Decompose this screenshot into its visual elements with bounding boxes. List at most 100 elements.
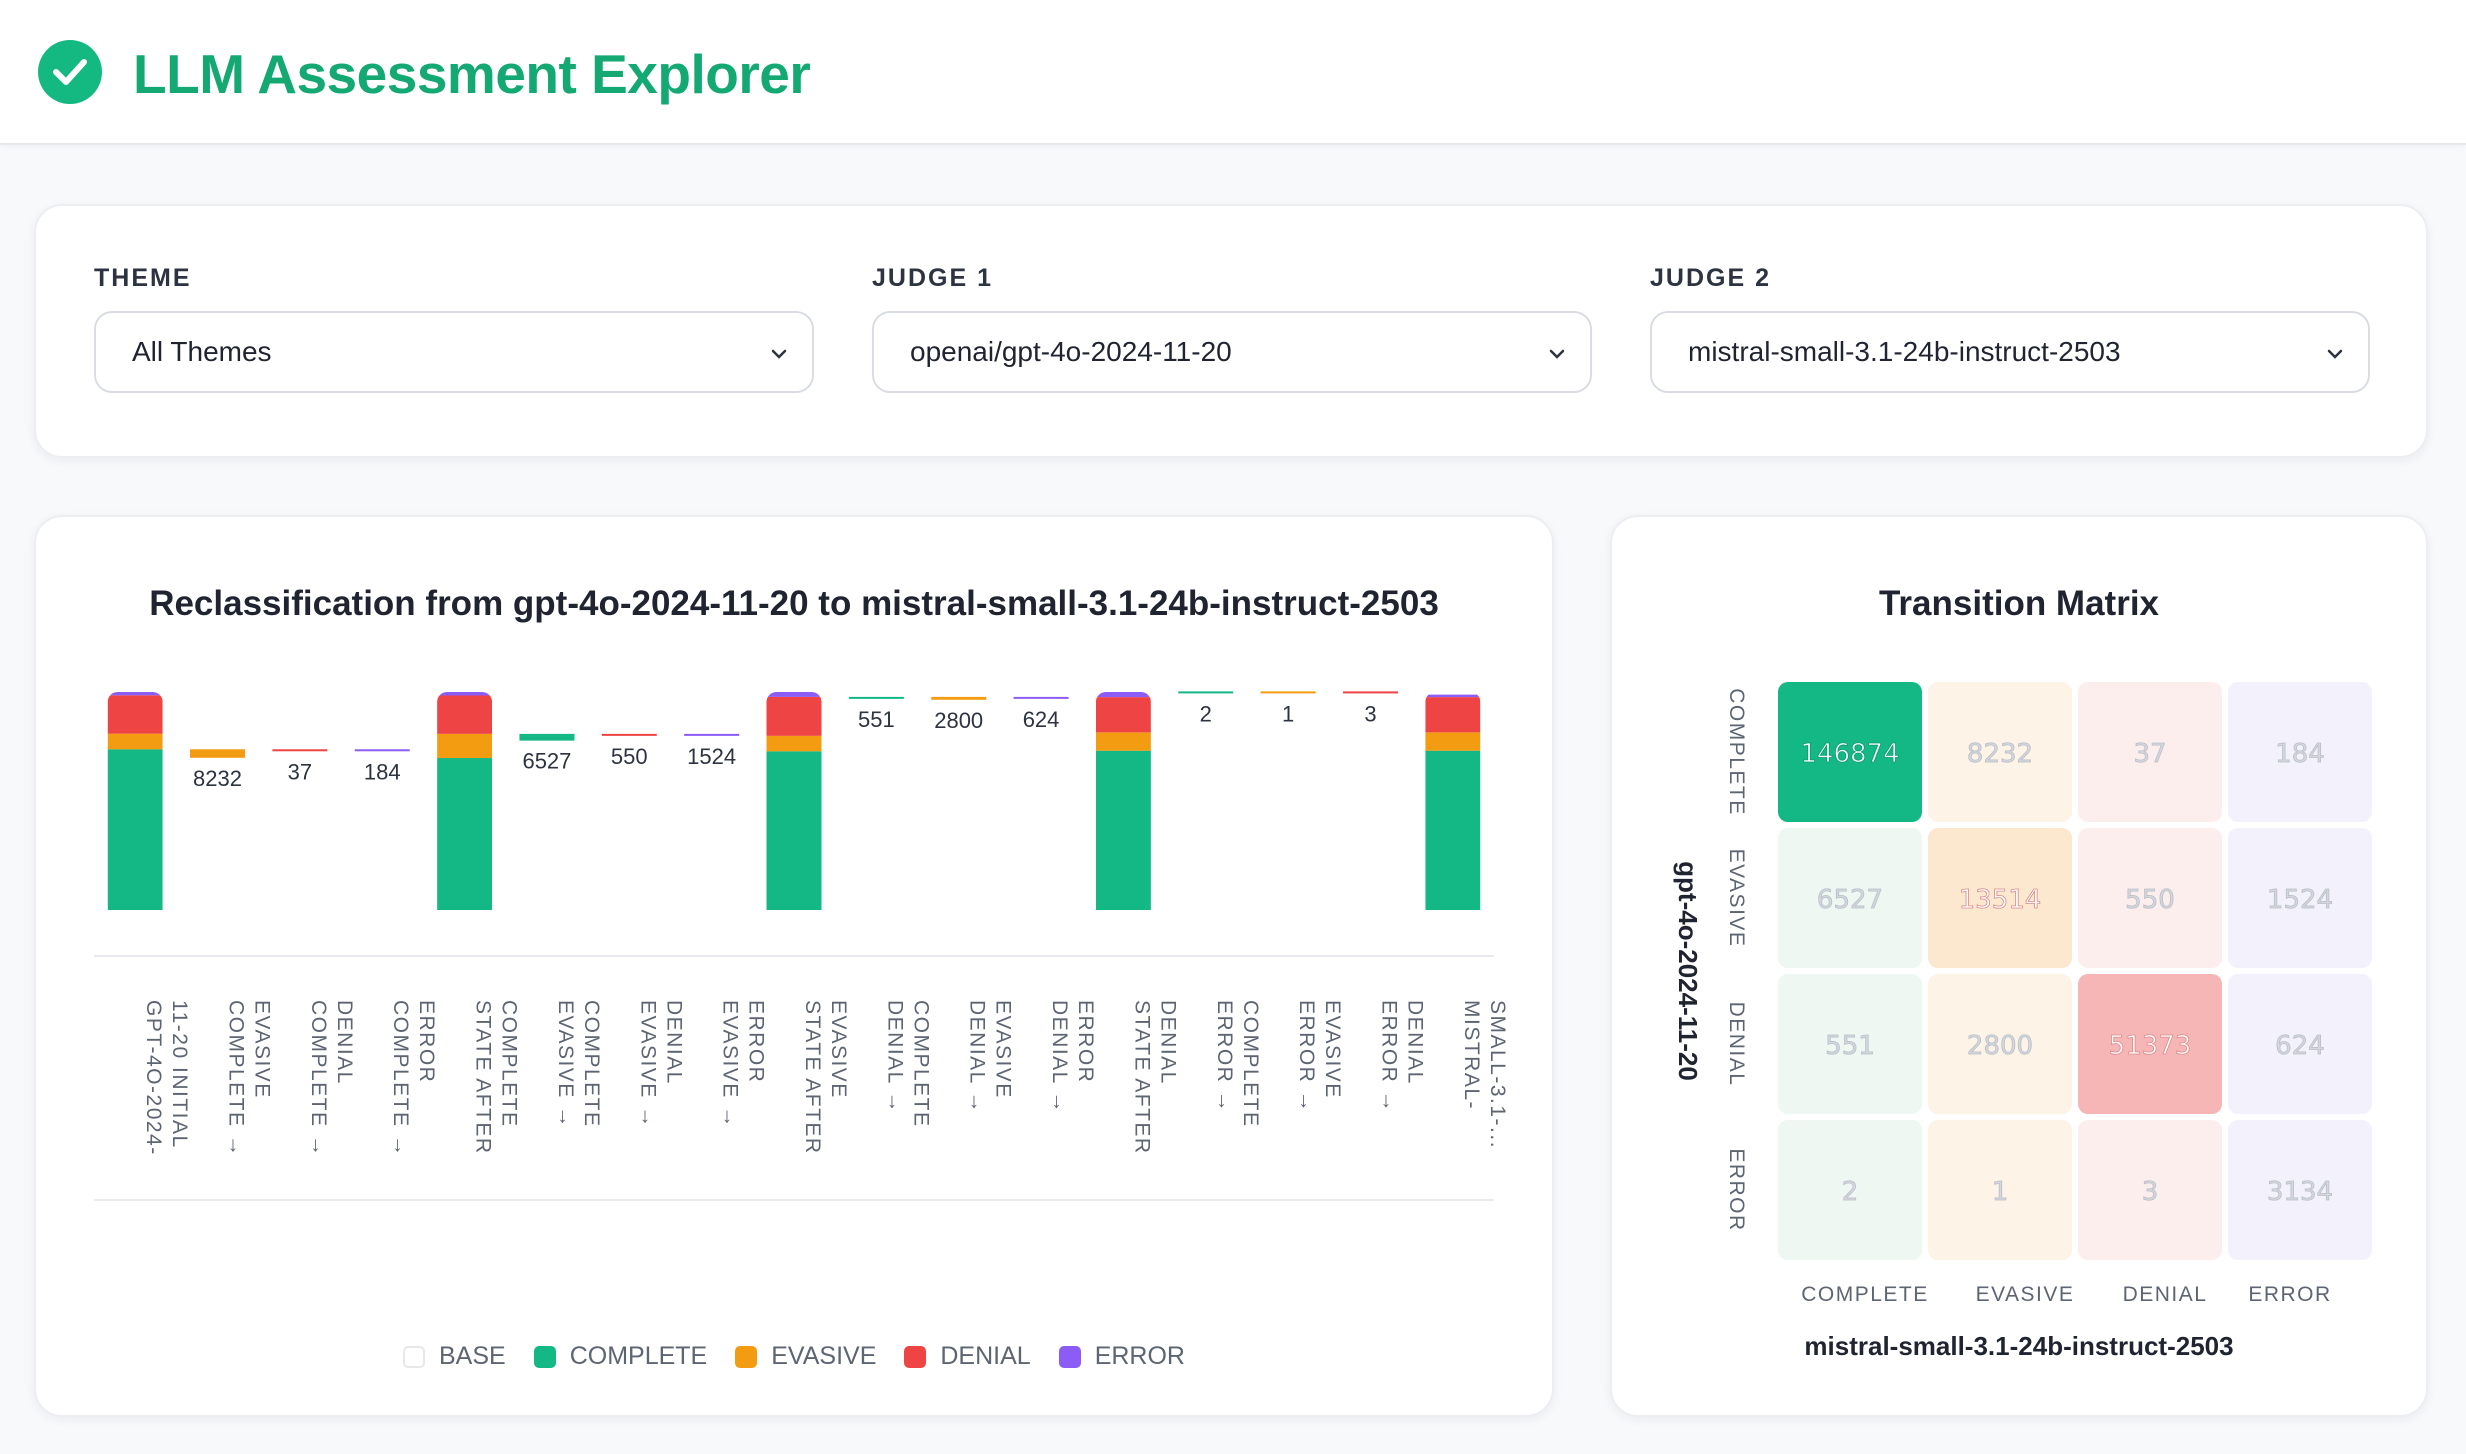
matrix-cell-value: 3134 xyxy=(2267,1177,2333,1207)
data-label: 37 xyxy=(288,759,312,784)
judge2-select[interactable]: mistral-small-3.1-24b-instruct-2503 xyxy=(1650,311,2370,393)
bar-segment-error xyxy=(766,692,822,697)
transition-bar[interactable] xyxy=(601,733,657,736)
matrix-cell[interactable] xyxy=(2078,828,2222,968)
transition-bar[interactable] xyxy=(1178,691,1234,694)
transition-bar[interactable] xyxy=(354,749,410,752)
judge1-label: JUDGE 1 xyxy=(872,264,993,292)
transition-bar[interactable] xyxy=(1260,691,1316,694)
legend-item-complete[interactable]: COMPLETE xyxy=(533,1342,708,1371)
x-tick-label: STATE AFTER COMPLETE xyxy=(472,1000,521,1155)
stacked-bar[interactable] xyxy=(107,692,163,910)
matrix-cell[interactable] xyxy=(2228,828,2372,968)
matrix-col-label: EVASIVE xyxy=(1976,1283,2075,1306)
transition-bar[interactable] xyxy=(1342,691,1398,694)
legend-item-denial[interactable]: DENIAL xyxy=(904,1342,1031,1371)
x-tick-line: STATE AFTER xyxy=(472,1000,495,1155)
data-label: 3 xyxy=(1364,701,1376,726)
transition-bar[interactable] xyxy=(272,749,328,752)
x-tick-line: STATE AFTER xyxy=(1130,1000,1153,1155)
matrix-y-axis-title: gpt-4o-2024-11-20 xyxy=(1673,861,1703,1081)
legend-item-base[interactable]: BASE xyxy=(403,1342,506,1371)
data-label: 2800 xyxy=(934,708,983,733)
matrix-x-axis-title: mistral-small-3.1-24b-instruct-2503 xyxy=(1804,1331,2233,1361)
bar-segment-complete xyxy=(107,749,163,910)
matrix-cell-value: 51373 xyxy=(2109,1031,2192,1061)
bar-segment-denial xyxy=(1095,697,1151,733)
x-tick-label: DENIAL → EVASIVE xyxy=(966,1000,1015,1114)
bar-segment-complete xyxy=(766,751,822,910)
matrix-cell[interactable] xyxy=(2078,974,2222,1114)
matrix-col-label: ERROR xyxy=(2248,1283,2331,1306)
x-tick-line: DENIAL xyxy=(1403,1000,1426,1085)
legend-item-evasive[interactable]: EVASIVE xyxy=(735,1342,876,1371)
bar-segment-evasive xyxy=(107,733,163,750)
x-tick-line: SMALL-3.1-... xyxy=(1486,1000,1509,1149)
x-tick-line: DENIAL xyxy=(662,1000,685,1085)
x-tick-line: COMPLETE xyxy=(498,1000,521,1128)
matrix-cell-value: 13514 xyxy=(1959,885,2042,915)
judge2-label: JUDGE 2 xyxy=(1650,264,1771,292)
x-tick-label: EVASIVE → DENIAL xyxy=(636,1000,685,1129)
matrix-title: Transition Matrix xyxy=(1878,584,2160,623)
legend-label: COMPLETE xyxy=(569,1342,708,1370)
matrix-cell-value: 6527 xyxy=(1817,885,1883,915)
x-tick-line: COMPLETE → xyxy=(225,1000,248,1157)
stacked-bar[interactable] xyxy=(1095,691,1151,910)
matrix-cell[interactable] xyxy=(1778,974,1922,1114)
theme-label: THEME xyxy=(94,264,192,292)
matrix-cell[interactable] xyxy=(2228,682,2372,822)
matrix-row-label: DENIAL xyxy=(1725,1002,1748,1087)
matrix-cell[interactable] xyxy=(2228,1120,2372,1260)
matrix-cell-value: 8232 xyxy=(1967,739,2033,769)
stacked-bar[interactable] xyxy=(766,692,822,910)
x-tick-label: DENIAL → COMPLETE xyxy=(883,1000,932,1128)
bar-segment-evasive xyxy=(766,735,822,752)
matrix-cell-value: 550 xyxy=(2125,885,2175,915)
x-tick-line: DENIAL → xyxy=(883,1000,906,1114)
complete-swatch xyxy=(533,1345,556,1368)
x-tick-label: MISTRAL- SMALL-3.1-... xyxy=(1460,1000,1509,1149)
transition-bar[interactable] xyxy=(1013,696,1069,699)
transition-bar[interactable] xyxy=(519,733,575,741)
transition-bar[interactable] xyxy=(848,696,904,699)
x-tick-line: ERROR xyxy=(415,1000,438,1083)
x-tick-label: COMPLETE → EVASIVE xyxy=(225,1000,274,1157)
matrix-cell[interactable] xyxy=(2228,974,2372,1114)
x-tick-line: DENIAL → xyxy=(1048,1000,1071,1114)
matrix-cell-value: 2 xyxy=(1842,1177,1859,1207)
reclassification-chart-card: Reclassification from gpt-4o-2024-11-20 … xyxy=(34,515,1554,1417)
data-label: 1524 xyxy=(687,744,736,769)
bar-segment-denial xyxy=(1425,697,1481,733)
legend-item-error[interactable]: ERROR xyxy=(1058,1342,1185,1371)
chevron-down-icon xyxy=(2327,349,2343,359)
bar-segment-denial xyxy=(107,695,163,734)
transition-bar[interactable] xyxy=(684,733,740,736)
x-tick-line: ERROR → xyxy=(1295,1000,1318,1113)
transition-matrix-card: Transition Matrix 146874 8232 37 184 6527 135… xyxy=(1610,515,2428,1417)
matrix-cell[interactable] xyxy=(1778,828,1922,968)
transition-bar[interactable] xyxy=(931,696,987,700)
bar-segment-complete xyxy=(1425,750,1481,910)
matrix-cell[interactable] xyxy=(1778,682,1922,822)
stacked-bar[interactable] xyxy=(1425,694,1481,910)
matrix-cell[interactable] xyxy=(2078,682,2222,822)
matrix-cell-value: 1524 xyxy=(2267,885,2333,915)
chart-title: Reclassification from gpt-4o-2024-11-20 … xyxy=(149,584,1439,623)
matrix-cell-value: 146874 xyxy=(1800,739,1899,769)
judge1-select[interactable]: openai/gpt-4o-2024-11-20 xyxy=(872,311,1592,393)
matrix-cell[interactable] xyxy=(1928,828,2072,968)
matrix-cell[interactable] xyxy=(1928,682,2072,822)
matrix-cell[interactable] xyxy=(1928,1120,2072,1260)
bar-segment-complete xyxy=(1095,750,1151,910)
matrix-cell[interactable] xyxy=(1778,1120,1922,1260)
matrix-cell[interactable] xyxy=(2078,1120,2222,1260)
theme-select[interactable]: All Themes xyxy=(94,311,814,393)
transition-bar[interactable] xyxy=(190,749,246,758)
filters-panel: THEME All Themes JUDGE 1 openai/gpt-4o-2… xyxy=(34,204,2428,458)
matrix-cell[interactable] xyxy=(1928,974,2072,1114)
judge1-filter: JUDGE 1 openai/gpt-4o-2024-11-20 xyxy=(872,264,1592,393)
stacked-bar[interactable] xyxy=(437,692,493,910)
x-tick-label: EVASIVE → ERROR xyxy=(719,1000,768,1129)
